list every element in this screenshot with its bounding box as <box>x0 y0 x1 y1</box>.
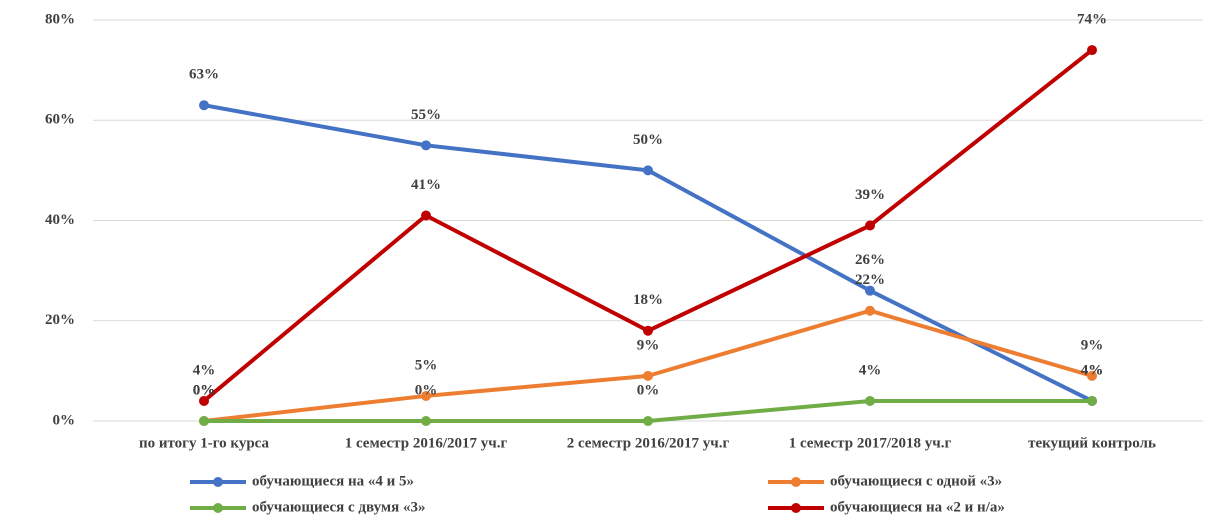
data-label: 18% <box>633 292 663 308</box>
data-label: 0% <box>193 382 216 398</box>
y-tick-label: 80% <box>45 11 75 27</box>
legend-label: обучающиеся на «4 и 5» <box>252 473 414 489</box>
legend-marker <box>213 477 223 487</box>
data-label: 55% <box>411 107 441 123</box>
data-label: 26% <box>855 252 885 268</box>
data-label: 63% <box>189 67 219 83</box>
x-tick-label: 1 семестр 2017/2018 уч.г <box>789 435 952 451</box>
point <box>865 220 875 231</box>
data-label: 50% <box>633 132 663 148</box>
legend-marker <box>791 477 801 487</box>
data-label: 0% <box>637 382 660 398</box>
point <box>1087 370 1097 381</box>
point <box>421 140 431 151</box>
y-tick-label: 20% <box>45 312 75 328</box>
y-tick-label: 0% <box>53 412 76 428</box>
legend-marker <box>791 503 801 513</box>
data-label: 0% <box>193 382 216 398</box>
data-label: 41% <box>411 177 441 193</box>
point <box>1087 45 1097 56</box>
x-tick-label: 1 семестр 2016/2017 уч.г <box>345 435 508 451</box>
x-tick-label: по итогу 1-го курса <box>139 435 270 451</box>
point <box>199 100 209 111</box>
data-label: 39% <box>855 187 885 203</box>
point <box>865 395 875 406</box>
point <box>865 305 875 316</box>
point <box>643 370 653 381</box>
point <box>421 390 431 401</box>
x-tick-label: 2 семестр 2016/2017 уч.г <box>567 435 730 451</box>
data-label: 9% <box>1081 337 1104 353</box>
point <box>199 395 209 406</box>
series-line <box>203 103 1093 403</box>
x-tick-label: текущий контроль <box>1028 435 1156 451</box>
point <box>1087 395 1097 406</box>
data-label: 4% <box>1081 362 1104 378</box>
data-label: 4% <box>859 362 882 378</box>
point <box>421 210 431 221</box>
data-label: 22% <box>855 272 885 288</box>
point <box>421 416 431 426</box>
legend-marker <box>213 503 223 513</box>
data-label: 0% <box>415 382 438 398</box>
legend-label: обучающиеся с двумя «3» <box>252 499 426 515</box>
y-tick-label: 60% <box>45 112 75 128</box>
data-label: 4% <box>1081 362 1104 378</box>
point <box>643 165 653 176</box>
data-label: 5% <box>415 357 438 373</box>
point <box>865 285 875 296</box>
y-tick-label: 40% <box>45 212 75 228</box>
point <box>643 416 653 426</box>
point <box>199 416 209 426</box>
point <box>643 325 653 336</box>
legend-label: обучающиеся на «2 и н/а» <box>830 499 1005 515</box>
data-label: 74% <box>1077 12 1107 28</box>
data-label: 4% <box>193 362 216 378</box>
data-label: 9% <box>637 337 660 353</box>
legend-label: обучающиеся с одной «3» <box>830 473 1002 489</box>
